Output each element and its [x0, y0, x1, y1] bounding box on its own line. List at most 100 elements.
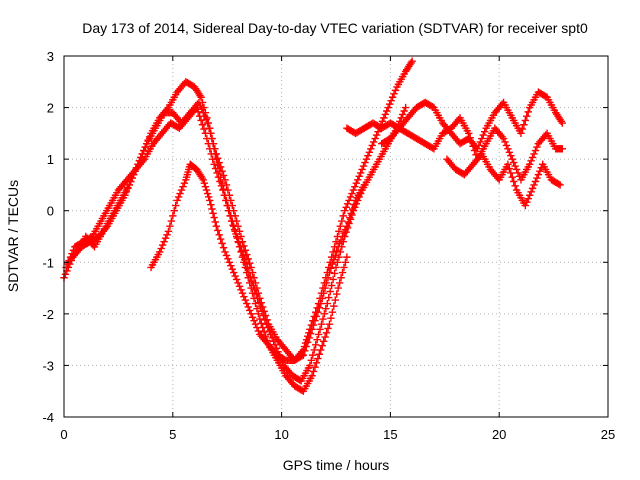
data-point	[226, 212, 234, 220]
data-point	[523, 112, 531, 120]
data-point	[317, 320, 326, 328]
x-tick-label: 25	[601, 427, 615, 442]
data-point	[520, 121, 528, 129]
data-point	[198, 121, 207, 129]
y-tick-label: -2	[42, 307, 54, 322]
data-point	[310, 312, 318, 321]
data-point	[202, 186, 211, 194]
data-point	[249, 281, 258, 290]
data-point	[319, 284, 327, 292]
data-point	[219, 171, 228, 180]
data-point	[314, 299, 323, 308]
data-point	[238, 237, 247, 246]
data-point	[197, 93, 205, 101]
data-point	[334, 284, 342, 292]
data-point	[315, 350, 324, 358]
data-point	[209, 209, 217, 217]
data-point	[313, 335, 321, 344]
data-point	[170, 207, 178, 215]
data-point	[219, 243, 228, 252]
data-point	[245, 259, 254, 267]
data-point	[239, 251, 247, 260]
data-point	[216, 235, 225, 243]
data-point	[205, 124, 213, 132]
data-point	[317, 346, 325, 354]
data-point	[339, 212, 347, 220]
data-point	[330, 269, 339, 278]
data-point	[214, 226, 222, 235]
data-point	[243, 264, 252, 273]
data-point	[507, 169, 515, 177]
data-point	[333, 232, 342, 241]
data-point	[301, 339, 310, 347]
y-tick-label: -3	[42, 358, 54, 373]
data-point	[206, 196, 214, 205]
data-point	[556, 181, 564, 189]
data-point	[401, 103, 410, 112]
data-point	[309, 367, 318, 376]
data-point	[333, 258, 342, 266]
data-point	[518, 125, 527, 133]
data-point	[338, 268, 347, 277]
data-point	[510, 177, 518, 186]
data-point	[342, 228, 350, 236]
data-point	[330, 302, 338, 310]
data-point	[324, 324, 332, 333]
data-point	[167, 217, 176, 225]
data-point	[307, 356, 316, 364]
data-point	[251, 299, 260, 308]
data-point	[245, 268, 253, 277]
data-point	[309, 351, 317, 359]
data-point	[311, 341, 320, 349]
data-point	[314, 354, 322, 363]
data-point	[259, 311, 268, 320]
data-point	[207, 200, 215, 209]
data-point	[205, 193, 213, 201]
data-point	[261, 316, 269, 324]
data-point	[323, 268, 331, 277]
data-point	[306, 325, 314, 334]
data-point	[326, 287, 334, 296]
data-point	[311, 308, 320, 316]
data-point	[201, 129, 210, 138]
data-point	[253, 294, 262, 303]
data-point	[306, 361, 314, 370]
data-point	[213, 169, 221, 177]
data-point	[164, 227, 173, 236]
data-point	[329, 248, 337, 256]
data-point	[203, 134, 211, 143]
data-point	[511, 182, 519, 190]
x-axis-label: GPS time / hours	[283, 457, 390, 473]
data-point	[240, 256, 249, 264]
axis-ticks: 0 5 10 15 20 25 -4 -3 -2 -1 0 1 2 3	[42, 49, 615, 442]
data-point	[304, 332, 312, 340]
data-point	[201, 182, 210, 191]
data-point	[234, 222, 242, 230]
data-point	[329, 275, 337, 284]
data-point	[558, 145, 567, 153]
data-point	[332, 237, 340, 246]
data-point	[327, 253, 336, 261]
data-point	[243, 250, 251, 259]
data-point	[339, 237, 347, 246]
data-point	[322, 305, 330, 313]
data-point	[320, 279, 329, 287]
data-point	[310, 346, 318, 354]
data-point	[322, 329, 331, 337]
data-point	[343, 224, 352, 232]
x-tick-label: 0	[60, 427, 67, 442]
y-tick-label: -4	[42, 410, 54, 425]
data-point	[216, 163, 225, 171]
data-point	[305, 329, 313, 337]
data-point	[321, 333, 329, 341]
data-point	[208, 155, 217, 163]
x-tick-label: 10	[274, 427, 288, 442]
data-point	[222, 181, 231, 189]
data-point	[229, 221, 237, 230]
data-point	[314, 330, 323, 339]
data-point	[558, 119, 567, 127]
data-point	[203, 189, 212, 198]
data-point	[302, 335, 311, 344]
data-point	[340, 263, 348, 272]
